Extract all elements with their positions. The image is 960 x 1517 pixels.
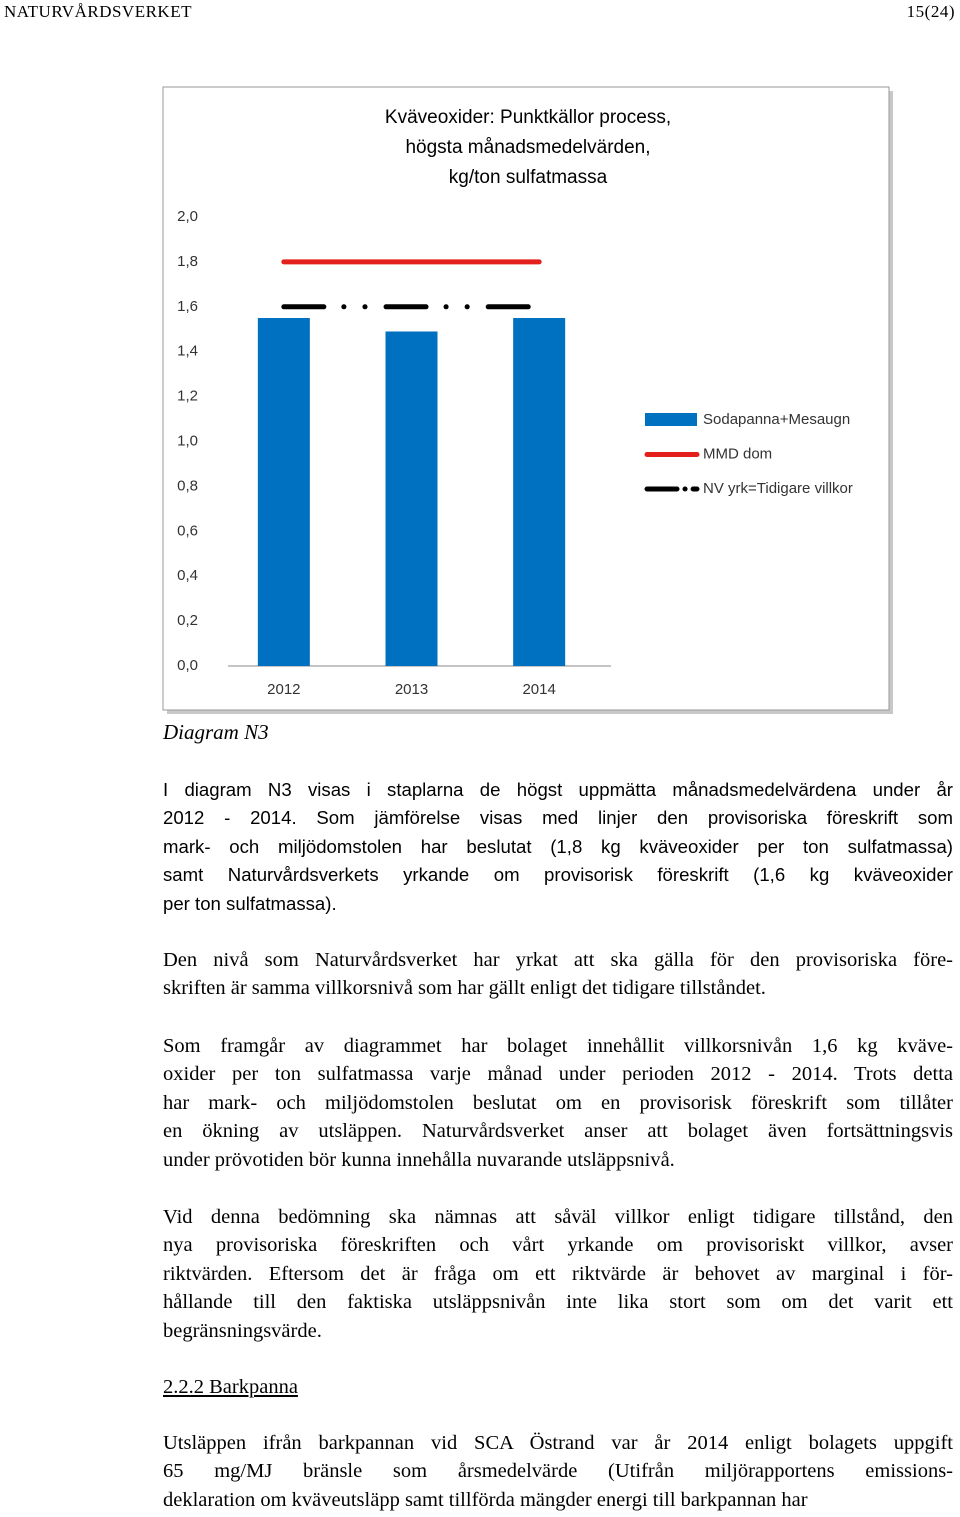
bar (385, 331, 438, 666)
y-tick-label: 0,2 (177, 612, 198, 629)
text-line: I diagram N3 visas i staplarna de högst … (163, 778, 953, 800)
y-tick-label: 1,2 (177, 388, 198, 405)
text-line: riktvärden. Eftersom det är fråga om ett… (163, 1262, 953, 1285)
text-line: skriften är samma villkorsnivå som har g… (163, 977, 766, 1000)
text-line: nya provisoriska föreskriften och vårt y… (163, 1234, 953, 1257)
text-line: begränsningsvärde. (163, 1319, 322, 1342)
text-line: mark- och miljödomstolen har beslutat (1… (163, 835, 953, 857)
bar (513, 318, 566, 666)
legend-label: MMD dom (703, 445, 772, 462)
text-line: oxider per ton sulfatmassa varje månad u… (163, 1063, 953, 1086)
caption: Diagram N3 (163, 720, 269, 744)
x-tick-label: 2013 (395, 681, 428, 698)
text-line: Som framgår av diagrammet har bolaget in… (163, 1034, 953, 1057)
text-line: hållande till den faktiska utsläppsnivån… (163, 1291, 953, 1314)
header-org: NATURVÅRDSVERKET (4, 2, 192, 21)
text-line: per ton sulfatmassa). (163, 892, 337, 914)
text-line: 2012 - 2014. Som jämförelse visas med li… (163, 807, 953, 829)
chart-title: kg/ton sulfatmassa (449, 167, 608, 188)
y-tick-label: 1,0 (177, 432, 198, 449)
y-tick-label: 0,0 (177, 657, 198, 674)
x-tick-label: 2012 (267, 681, 300, 698)
section-heading: 2.2.2 Barkpanna (163, 1375, 298, 1398)
legend-swatch (645, 413, 697, 426)
header-page: 15(24) (906, 2, 955, 21)
y-tick-label: 1,6 (177, 298, 198, 315)
text-line: under prövotiden bör kunna innehålla nuv… (163, 1148, 675, 1171)
y-tick-label: 2,0 (177, 208, 198, 225)
text-line: deklaration om kväveutsläpp samt tillför… (163, 1488, 808, 1511)
y-tick-label: 1,8 (177, 253, 198, 270)
chart-title: högsta månadsmedelvärden, (405, 137, 650, 158)
bar (257, 318, 310, 666)
text-line: samt Naturvårdsverkets yrkande om provis… (163, 864, 953, 886)
text-line: Utsläppen ifrån barkpannan vid SCA Östra… (163, 1431, 953, 1454)
text-line: 65 mg/MJ bränsle som årsmedelvärde (Utif… (163, 1460, 953, 1483)
x-tick-label: 2014 (522, 681, 555, 698)
y-tick-label: 0,8 (177, 477, 198, 494)
chart: Kväveoxider: Punktkällor process, högsta … (162, 86, 893, 714)
text-line: har mark- och miljödomstolen beslutat om… (163, 1091, 953, 1114)
y-tick-label: 0,6 (177, 522, 198, 539)
chart-title: Kväveoxider: Punktkällor process, (385, 107, 671, 128)
legend-label: NV yrk=Tidigare villkor (703, 480, 853, 497)
y-tick-label: 1,4 (177, 343, 198, 360)
text-line: en ökning av utsläppen. Naturvårdsverket… (163, 1120, 953, 1143)
text-line: Den nivå som Naturvårdsverket har yrkat … (163, 948, 953, 971)
legend-label: Sodapanna+Mesaugn (703, 411, 850, 428)
y-tick-label: 0,4 (177, 567, 198, 584)
text-line: Vid denna bedömning ska nämnas att såväl… (163, 1205, 953, 1228)
